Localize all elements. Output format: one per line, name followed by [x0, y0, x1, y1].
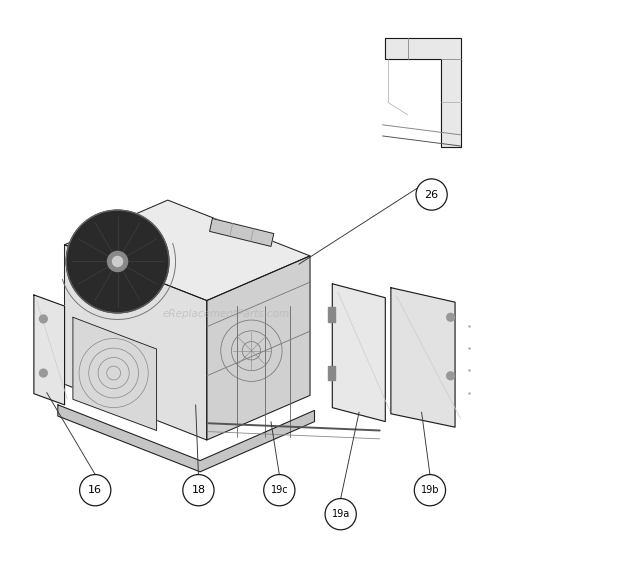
Circle shape — [107, 251, 128, 271]
Polygon shape — [391, 288, 455, 427]
Text: 16: 16 — [88, 485, 102, 495]
Text: 26: 26 — [425, 189, 439, 200]
Circle shape — [183, 474, 214, 506]
Polygon shape — [332, 284, 385, 422]
Circle shape — [112, 256, 123, 266]
Circle shape — [325, 498, 356, 530]
Circle shape — [416, 179, 447, 210]
Circle shape — [446, 372, 454, 380]
Polygon shape — [210, 219, 274, 246]
Polygon shape — [64, 244, 207, 440]
Text: 19a: 19a — [332, 509, 350, 519]
Circle shape — [414, 474, 446, 506]
Text: 19c: 19c — [270, 485, 288, 495]
Polygon shape — [73, 318, 157, 430]
Bar — [329, 307, 335, 321]
Bar — [329, 366, 335, 380]
Circle shape — [66, 210, 169, 313]
Circle shape — [446, 314, 454, 321]
Circle shape — [79, 474, 111, 506]
Polygon shape — [385, 38, 461, 147]
Text: 19b: 19b — [421, 485, 439, 495]
Text: 18: 18 — [192, 485, 205, 495]
Circle shape — [264, 474, 295, 506]
Polygon shape — [34, 295, 64, 405]
Polygon shape — [207, 256, 310, 440]
Polygon shape — [58, 405, 314, 472]
Circle shape — [40, 369, 47, 377]
Text: eReplacementParts.com: eReplacementParts.com — [163, 310, 290, 319]
Circle shape — [40, 315, 47, 323]
Polygon shape — [64, 200, 310, 301]
